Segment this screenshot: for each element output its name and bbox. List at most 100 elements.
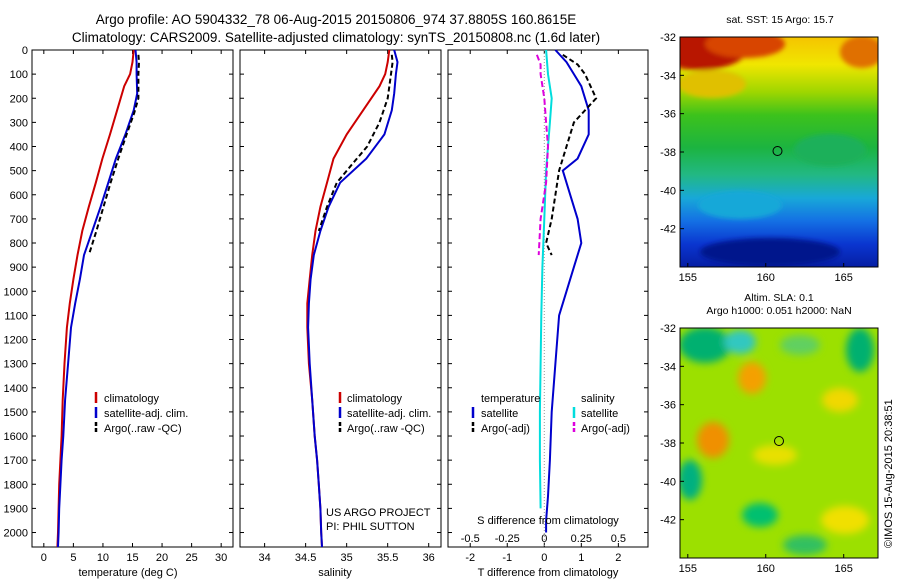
y-tick-label: 1100: [4, 310, 28, 322]
x-tick-label: 25: [185, 552, 197, 564]
legend-label-argo: Argo(..raw -QC): [347, 423, 425, 435]
x-tick-label: 36: [423, 552, 435, 564]
sla-low-south: [742, 503, 778, 527]
project-name: US ARGO PROJECT: [326, 507, 431, 519]
temperature-panel: [31, 49, 234, 548]
y-tick-label: 800: [10, 238, 28, 250]
sla-low: [780, 335, 820, 355]
series-line: [545, 53, 598, 256]
temperature-axes: 0 5 10 15 20 25 300100200300400500600700800900…: [4, 45, 233, 564]
x-tick-label: 20: [156, 552, 168, 564]
temperature-xlabel: temperature (deg C): [78, 567, 177, 579]
sla-low-cyan: [724, 330, 756, 354]
salinity-xlabel: salinity: [318, 567, 352, 579]
map-y-tick-label: -42: [660, 224, 676, 236]
map-y-tick-label: -38: [660, 147, 676, 159]
y-tick-label: 1200: [4, 335, 28, 347]
y-tick-label: 700: [10, 214, 28, 226]
series-line: [535, 54, 550, 256]
map-x-tick-label: 155: [679, 272, 697, 284]
sst-argo-marker: [772, 146, 783, 156]
sla-low-south: [783, 535, 827, 555]
legend-label-climatology: climatology: [347, 393, 403, 405]
sst-map-title: sat. SST: 15 Argo: 15.7: [726, 14, 834, 26]
map-y-tick-label: -40: [660, 185, 676, 197]
y-tick-label: 1900: [4, 503, 28, 515]
sla-high: [738, 362, 766, 394]
legend-label-s-satellite: satellite: [581, 408, 618, 420]
difference-xlabel: T difference from climatology: [478, 567, 619, 579]
figure-subtitle: Climatology: CARS2009. Satellite-adjuste…: [72, 30, 600, 45]
map-y-tick-label: -34: [660, 70, 676, 82]
sla-axes: 155 160 165 -32 -34 -36 -38 -40 -42: [660, 323, 853, 575]
series-line: [57, 49, 139, 548]
sst-cyan-band: [698, 191, 782, 219]
y-tick-label: 500: [10, 166, 28, 178]
x-tick-label: 0: [541, 552, 547, 564]
salinity-panel: [239, 49, 442, 548]
sst-yellow-band: [680, 70, 746, 98]
y-tick-label: 200: [10, 93, 28, 105]
map-x-tick-label: 165: [835, 272, 853, 284]
sst-warm-patch: [705, 37, 785, 58]
y-tick-label: 1800: [4, 479, 28, 491]
x-tick-label: 34: [258, 552, 270, 564]
x-tick-label: 0: [41, 552, 47, 564]
series-line: [307, 49, 399, 548]
x-tick-label: 15: [126, 552, 138, 564]
legend-label-s-argo: Argo(-adj): [581, 423, 630, 435]
map-x-tick-label: 155: [679, 563, 697, 575]
map-y-tick-label: -36: [660, 109, 676, 121]
legend-label-argo: Argo(..raw -QC): [104, 423, 182, 435]
series-line: [538, 49, 553, 509]
y-tick-label: 1700: [4, 455, 28, 467]
salinity-legend: climatology satellite-adj. clim. Argo(..…: [338, 392, 431, 435]
top-tick-label: 0.25: [571, 533, 592, 545]
sla-high: [697, 422, 729, 458]
top-tick-label: 0.5: [611, 533, 626, 545]
temperature-legend: climatology satellite-adj. clim. Argo(..…: [94, 392, 188, 435]
series-line: [545, 49, 590, 533]
sla-low-west: [680, 460, 702, 500]
y-tick-label: 1500: [4, 407, 28, 419]
y-tick-label: 1600: [4, 431, 28, 443]
sla-argo-marker: [774, 436, 784, 446]
x-tick-label: 5: [70, 552, 76, 564]
map-y-tick-label: -38: [660, 438, 676, 450]
sst-axes: 155 160 165 -32 -34 -36 -38 -40 -42: [660, 32, 853, 284]
map-x-tick-label: 160: [757, 563, 775, 575]
y-tick-label: 600: [10, 190, 28, 202]
legend-label-satellite: satellite-adj. clim.: [104, 408, 188, 420]
y-tick-label: 400: [10, 142, 28, 154]
salinity-axes: 34 34.5 35 35.5 36: [240, 49, 441, 564]
y-tick-label: 0: [22, 45, 28, 57]
sla-high-south: [821, 506, 869, 534]
difference-legend: temperature satellite Argo(-adj) salinit…: [471, 393, 630, 435]
legend-header-salinity: salinity: [581, 393, 615, 405]
x-tick-label: -2: [465, 552, 475, 564]
x-tick-label: -1: [502, 552, 512, 564]
x-tick-label: 1: [578, 552, 584, 564]
legend-label-t-satellite: satellite: [481, 408, 518, 420]
map-y-tick-label: -42: [660, 515, 676, 527]
y-tick-label: 100: [10, 69, 28, 81]
top-tick-label: -0.5: [461, 533, 480, 545]
difference-panel: [447, 49, 649, 548]
y-tick-label: 2000: [4, 528, 28, 540]
legend-label-t-argo: Argo(-adj): [481, 423, 530, 435]
difference-top-xlabel: S difference from climatology: [477, 515, 619, 527]
imos-stamp: ©IMOS 15-Aug-2015 20:38:51: [883, 399, 895, 548]
x-tick-label: 30: [215, 552, 227, 564]
y-tick-label: 300: [10, 117, 28, 129]
series-line: [317, 54, 394, 232]
series-line: [87, 54, 141, 256]
legend-header-temperature: temperature: [481, 393, 540, 405]
top-tick-label: -0.25: [495, 533, 520, 545]
map-y-tick-label: -34: [660, 361, 676, 373]
map-y-tick-label: -36: [660, 400, 676, 412]
y-tick-label: 1000: [4, 286, 28, 298]
sst-map: sat. SST: 15 Argo: 15.7 155 160 165 -32 -34 -…: [660, 14, 879, 284]
sst-green-tongue: [794, 134, 866, 166]
